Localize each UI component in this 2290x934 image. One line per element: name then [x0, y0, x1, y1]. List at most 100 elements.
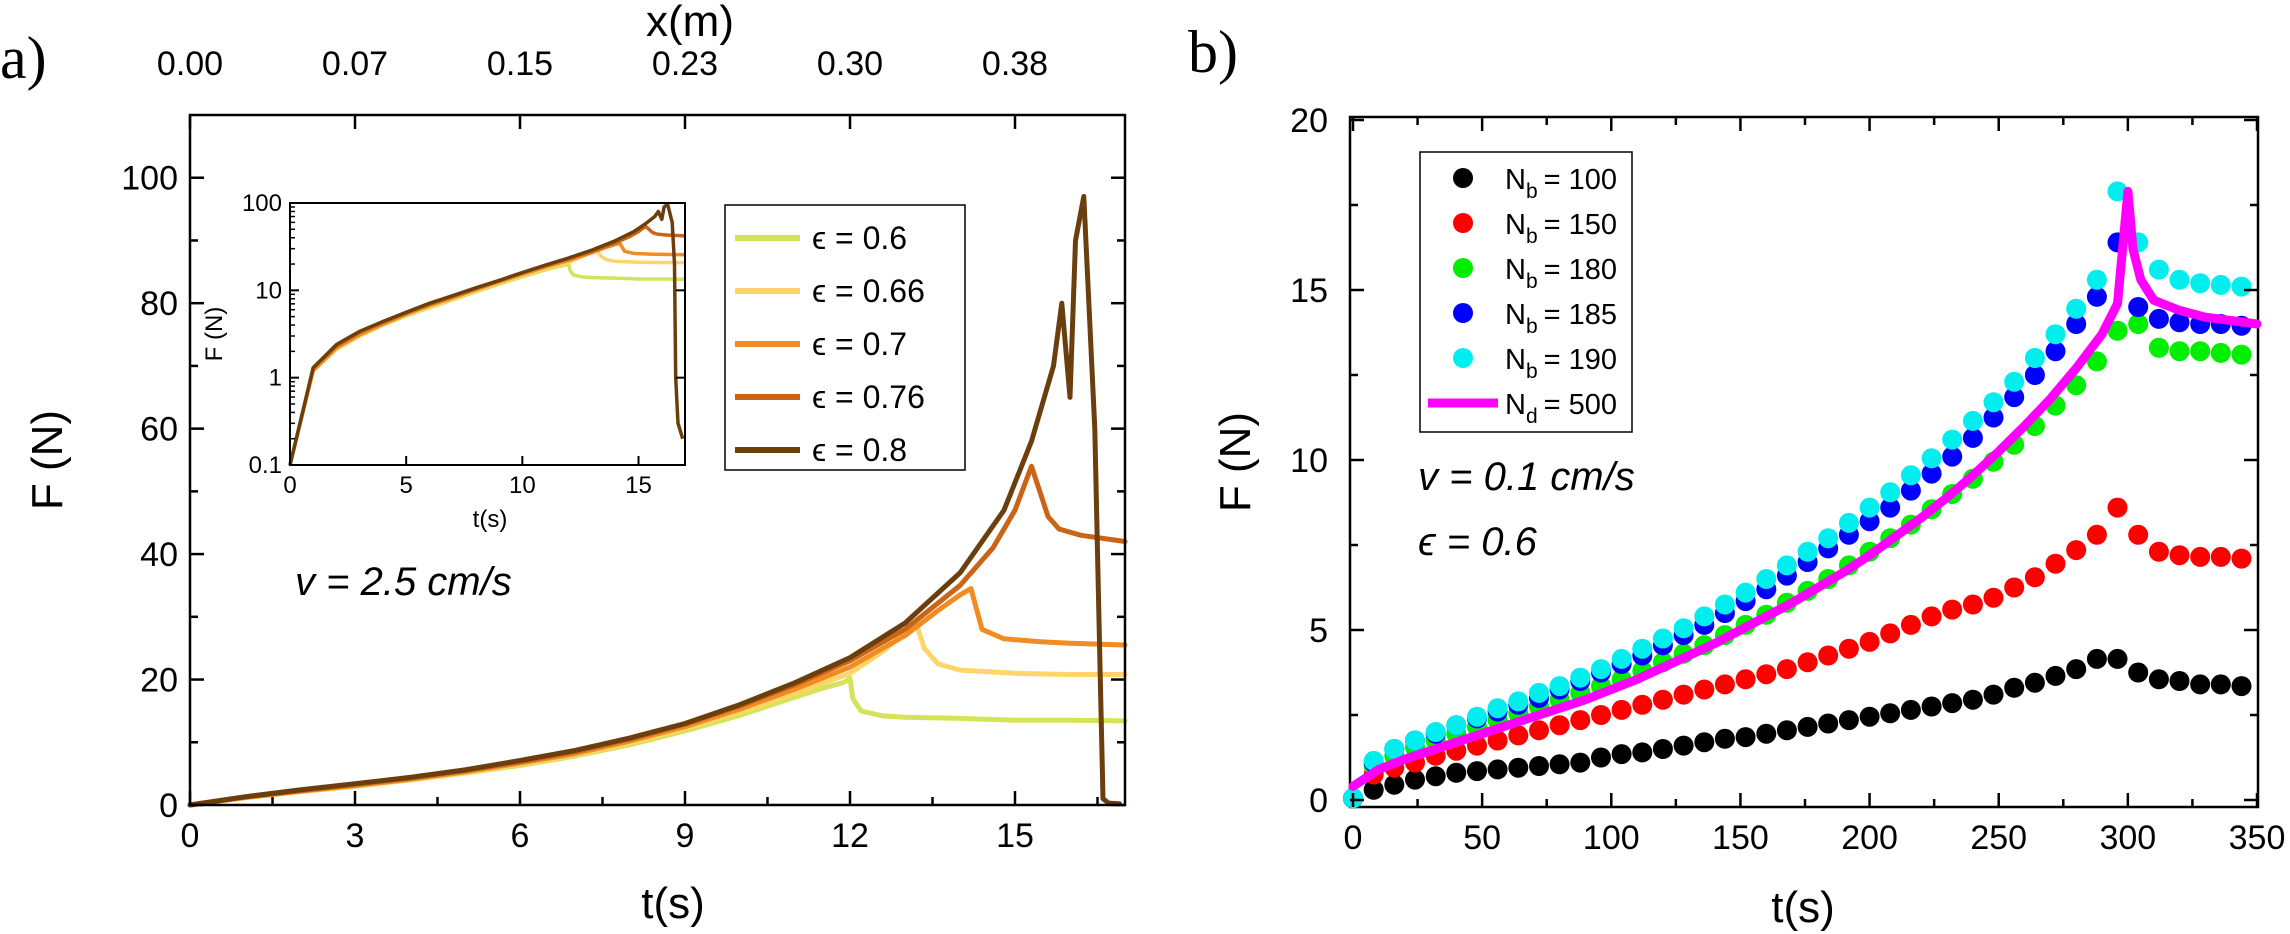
- inset-background: [290, 203, 685, 465]
- panel-b-label: b): [1188, 19, 1238, 85]
- panel-a-series-line: [187, 620, 1128, 808]
- panel-a-legend: ϵ = 0.6 ϵ = 0.66 ϵ = 0.7 ϵ = 0.76 ϵ = 0.8: [724, 204, 966, 471]
- panel-b-data-point: [2024, 672, 2045, 693]
- inset-x-label: t(s): [473, 506, 508, 533]
- panel-b-data-point: [1983, 407, 2004, 428]
- panel-b-data-point: [1756, 569, 1777, 589]
- panel-b-data-point: [1591, 659, 1611, 680]
- panel-b-data-point: [1818, 713, 1839, 734]
- panel-b-data-point: [1673, 684, 1694, 705]
- panel-b-data-point: [1529, 720, 1549, 741]
- panel-b-data-point: [2086, 524, 2107, 545]
- panel-b-data-point: [1570, 667, 1591, 688]
- panel-b-series: [1343, 181, 2262, 809]
- panel-b-data-point: [1405, 730, 1425, 751]
- panel-b-data-point: [2210, 546, 2231, 567]
- panel-b-data-point: [1983, 392, 2004, 413]
- panel-b-data-point: [1983, 684, 2004, 705]
- legend-label: Nb = 180: [1505, 254, 1617, 293]
- panel-b-data-point: [1632, 638, 1653, 659]
- panel-b-data-point: [1467, 761, 1487, 782]
- panel-b-velocity-annotation: v = 0.1 cm/s: [1418, 455, 1635, 499]
- panel-b-data-point: [1425, 766, 1446, 787]
- panel-b-x-tick-label: 0: [1344, 819, 1363, 857]
- inset-series-line: [288, 202, 685, 466]
- panel-b-data-point: [1776, 720, 1797, 741]
- panel-b-data-point: [1652, 739, 1673, 759]
- legend-label: ϵ = 0.7: [812, 326, 907, 362]
- panel-b-data-point: [1962, 410, 1983, 431]
- legend-label: Nb = 150: [1505, 209, 1617, 248]
- legend-label-value: = 500: [1544, 389, 1617, 421]
- panel-b-data-point: [1859, 631, 1880, 652]
- panel-b-data-point: [2107, 648, 2128, 669]
- legend-label-subscript: b: [1526, 315, 1538, 338]
- panel-b-epsilon-annotation: ϵ = 0.6: [1418, 520, 1538, 564]
- panel-a-series: [187, 194, 1128, 808]
- panel-a-y-label: F (N): [23, 410, 72, 510]
- panel-a-x-tick-label: 12: [831, 817, 869, 855]
- panel-b-data-point: [2024, 365, 2045, 385]
- panel-b-data-point: [2086, 351, 2107, 372]
- panel-b-data-point: [2107, 320, 2128, 341]
- panel-b-data-point: [2107, 181, 2128, 202]
- panel-b-data-point: [1549, 754, 1570, 775]
- panel-b-data-point: [1942, 446, 1963, 467]
- panel-b-data-point: [1921, 606, 1942, 627]
- panel-b-data-point: [2169, 341, 2190, 362]
- panel-b-x-tick-label: 50: [1463, 819, 1501, 857]
- panel-b-data-point: [1921, 448, 1942, 469]
- panel-b-data-point: [1487, 730, 1508, 751]
- panel-b-data-point: [1508, 691, 1529, 712]
- legend-label: Nb = 190: [1505, 344, 1617, 383]
- panel-b-data-point: [1508, 725, 1529, 746]
- panel-b-data-point: [1818, 645, 1839, 666]
- panel-b-y-label: F (N): [1211, 412, 1260, 512]
- panel-b-data-point: [2066, 540, 2087, 561]
- panel-a: a) x(m) 0.00 0.07 0.15 0.23 0.30 0.38 0 3 6 9 12 1…: [0, 0, 1128, 928]
- panel-b-data-point: [2210, 674, 2231, 695]
- panel-b-data-point: [1735, 727, 1756, 748]
- panel-b-data-point: [1363, 779, 1384, 800]
- panel-b-data-point: [2210, 342, 2231, 363]
- panel-b-data-point: [1880, 703, 1901, 724]
- panel-b-data-point: [1694, 679, 1715, 700]
- panel-b-data-point: [2190, 273, 2211, 294]
- panel-b-data-point: [1611, 744, 1632, 765]
- inset-y-tick-label: 10: [255, 277, 282, 304]
- panel-b-data-point: [1942, 693, 1963, 714]
- panel-b-data-point: [2066, 298, 2087, 319]
- panel-b-data-point: [2045, 341, 2066, 362]
- inset-y-tick-label: 0.1: [249, 452, 282, 479]
- panel-b-data-point: [1529, 682, 1549, 703]
- legend-label-symbol: N: [1505, 164, 1526, 196]
- legend-label-value: = 180: [1544, 254, 1617, 286]
- panel-a-velocity-annotation: v = 2.5 cm/s: [295, 560, 512, 604]
- panel-b-data-point: [1694, 606, 1715, 627]
- panel-b-data-point: [1384, 774, 1405, 795]
- panel-b-data-point: [2231, 344, 2252, 365]
- panel-b-data-point: [2210, 274, 2231, 295]
- legend-swatch: [1453, 348, 1473, 368]
- panel-b-series-line: [1348, 186, 2262, 791]
- panel-b-data-point: [1900, 465, 1921, 486]
- panel-a-series-line: [187, 463, 1128, 808]
- panel-a-x-axis: 0 3 6 9 12 15: [181, 791, 1099, 855]
- panel-a-series-line: [187, 586, 1128, 808]
- panel-a-frame: [188, 113, 1127, 807]
- panel-b-data-point: [1900, 614, 1921, 635]
- panel-b-data-point: [1425, 722, 1446, 742]
- panel-b-x-tick-label: 350: [2229, 819, 2286, 857]
- panel-b-data-point: [1384, 739, 1405, 759]
- panel-b-data-point: [1405, 769, 1425, 790]
- panel-b-data-point: [1632, 742, 1653, 763]
- panel-a-y-tick-label: 80: [140, 285, 178, 323]
- panel-a-x-tick-label: 6: [511, 817, 530, 855]
- panel-a-top-axis-label: x(m): [646, 0, 734, 46]
- legend-label-value: = 100: [1544, 164, 1617, 196]
- legend-label-value: = 150: [1544, 209, 1617, 241]
- panel-b-data-point: [2169, 269, 2190, 290]
- panel-a-top-tick-label: 0.23: [652, 45, 718, 83]
- legend-label-symbol: N: [1505, 389, 1526, 421]
- panel-a-top-tick-label: 0.00: [157, 45, 223, 83]
